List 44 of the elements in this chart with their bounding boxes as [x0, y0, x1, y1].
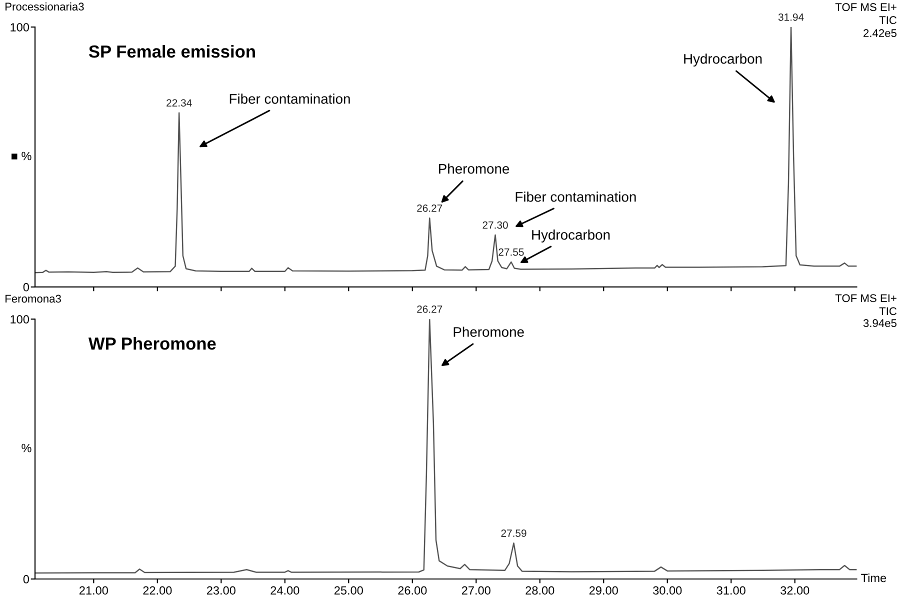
- x-tick-label: 30.00: [653, 586, 682, 595]
- annotation: 27.55: [498, 248, 524, 256]
- x-tick-label: 32.00: [780, 586, 810, 595]
- annotation: Fiber contamination: [230, 94, 350, 104]
- annotation: Fiber contamination: [516, 192, 636, 202]
- text: TIC: [879, 307, 897, 316]
- annotation: 31.94: [778, 13, 804, 21]
- y-axis-title: %: [22, 444, 32, 452]
- text: SP Female emission: [88, 44, 255, 58]
- text: TOF MS EI+: [835, 3, 896, 12]
- x-tick-label: 28.00: [526, 586, 554, 595]
- text: TIC: [879, 16, 897, 24]
- annotation: 26.27: [417, 204, 442, 212]
- text: WP Pheromone: [88, 337, 216, 350]
- chart-title: Processionaria3: [6, 2, 84, 11]
- line-series: [35, 319, 857, 574]
- x-tick-label: 29.00: [589, 586, 618, 595]
- annotation: 22.34: [166, 99, 192, 107]
- annotation: 26.27: [417, 306, 442, 313]
- y-axis-title: ■ %: [12, 152, 32, 160]
- y-tick-label: 0: [23, 575, 30, 584]
- x-tick-label: 25.00: [334, 586, 363, 595]
- x-axis-title: Time: [861, 574, 886, 582]
- annotation: Pheromone: [454, 326, 524, 337]
- y-tick-label: 100: [10, 23, 30, 32]
- x-tick-label: 31.00: [716, 586, 746, 595]
- x-tick-label: 26.00: [398, 586, 427, 595]
- text: 2.42e5: [864, 29, 896, 38]
- annotation: Hydrocarbon: [532, 230, 610, 243]
- x-tick-label: 24.00: [270, 586, 300, 595]
- y-tick-label: 0: [23, 283, 30, 292]
- annotation: 27.30: [482, 221, 508, 229]
- text: 3.94e5: [863, 319, 896, 328]
- text: TOF MS EI+: [835, 294, 896, 302]
- annotation: Pheromone: [439, 164, 510, 174]
- x-tick-label: 27.00: [462, 586, 490, 595]
- chart-title: Feromona3: [6, 294, 61, 303]
- x-tick-label: 23.00: [206, 586, 236, 595]
- annotation: Hydrocarbon: [684, 54, 762, 67]
- annotation: 27.59: [501, 530, 526, 537]
- x-tick-label: 21.00: [79, 586, 108, 595]
- line-series: [35, 27, 857, 274]
- x-tick-label: 22.00: [143, 586, 172, 595]
- y-tick-label: 100: [10, 315, 30, 324]
